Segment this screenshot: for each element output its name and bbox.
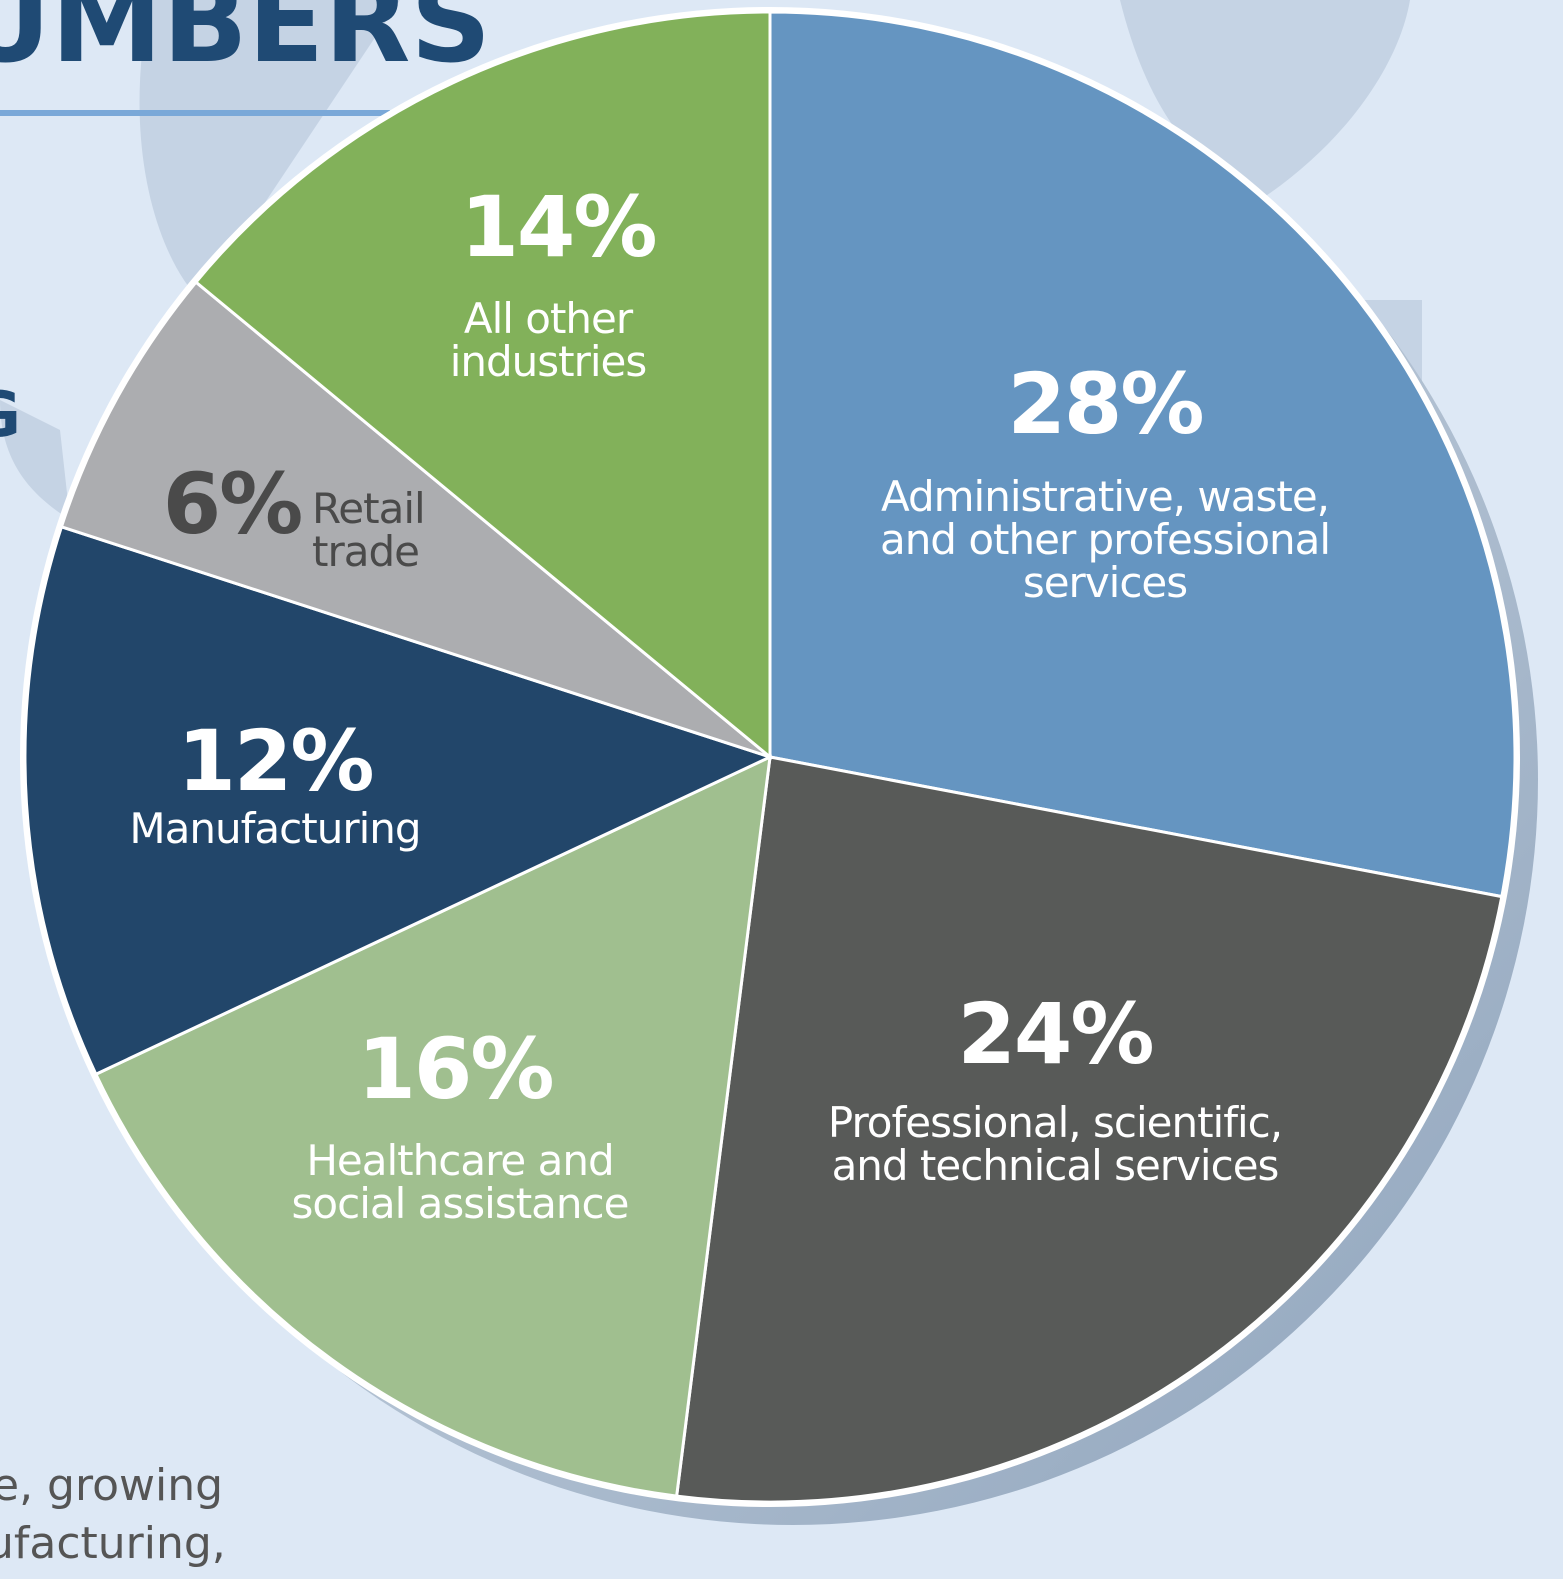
pie-slice — [768, 10, 1517, 899]
value-label: 16% — [357, 1020, 554, 1119]
category-label: Retail trade — [312, 484, 426, 576]
category-label: All other industries — [449, 294, 648, 386]
category-label: Professional, scientific, and technical … — [827, 1098, 1283, 1190]
value-label: 24% — [957, 985, 1154, 1084]
value-label: 28% — [1007, 355, 1204, 454]
value-label: 12% — [177, 712, 374, 811]
pie-slice — [59, 280, 771, 759]
decor — [0, 400, 70, 520]
category-label: Healthcare and social assistance — [291, 1136, 630, 1228]
text-fragment: ufacturing, — [0, 1518, 226, 1569]
value-label: 6% — [162, 455, 304, 554]
value-label: 14% — [460, 178, 657, 277]
decor — [139, 0, 400, 300]
pie-slice — [93, 754, 772, 1498]
heading-fragment: UMBERS — [0, 0, 492, 88]
pie-slice — [193, 10, 772, 761]
rule — [0, 110, 390, 116]
category-label: Manufacturing — [129, 804, 421, 853]
text-fragment: G — [0, 378, 21, 451]
pie-slice — [23, 524, 775, 1077]
pie-slice — [674, 755, 1504, 1504]
text-fragment: e, growing — [0, 1460, 224, 1511]
category-label: Administrative, waste, and other profess… — [879, 472, 1331, 607]
